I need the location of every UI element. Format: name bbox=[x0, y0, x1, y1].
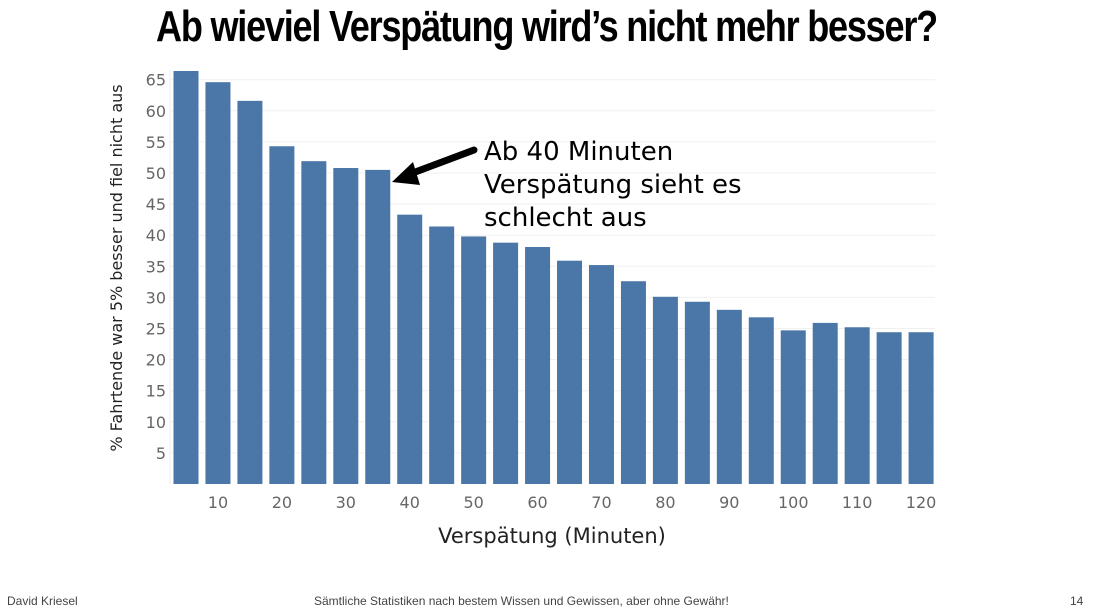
y-tick-label: 35 bbox=[146, 257, 166, 276]
x-tick-label: 20 bbox=[272, 493, 292, 512]
y-tick-label: 45 bbox=[146, 195, 166, 214]
x-tick-label: 60 bbox=[527, 493, 547, 512]
bar bbox=[333, 168, 359, 485]
x-tick-label: 10 bbox=[208, 493, 228, 512]
y-tick-label: 25 bbox=[146, 320, 166, 339]
bar bbox=[684, 301, 710, 484]
bar bbox=[908, 332, 934, 484]
bar bbox=[588, 265, 614, 484]
bar bbox=[620, 281, 646, 484]
y-tick-label: 55 bbox=[146, 133, 166, 152]
y-tick-label: 10 bbox=[146, 413, 166, 432]
bar bbox=[748, 317, 774, 484]
x-tick-label: 70 bbox=[591, 493, 611, 512]
annotation-line: schlecht aus bbox=[484, 203, 647, 233]
bar bbox=[557, 260, 583, 484]
bar bbox=[525, 247, 551, 484]
bar bbox=[429, 226, 455, 484]
annotation-line: Ab 40 Minuten bbox=[484, 137, 674, 167]
bar bbox=[301, 161, 327, 484]
y-tick-label: 30 bbox=[146, 288, 166, 307]
bar bbox=[173, 70, 199, 484]
slide-title: Ab wieviel Verspätung wird’s nicht mehr … bbox=[156, 2, 938, 51]
y-tick-label: 60 bbox=[146, 102, 166, 121]
bar bbox=[652, 296, 678, 484]
y-axis-label: % Fahrtende war 5% besser und fiel nicht… bbox=[107, 84, 126, 451]
y-tick-label: 50 bbox=[146, 164, 166, 183]
x-tick-label: 30 bbox=[336, 493, 356, 512]
x-tick-label: 80 bbox=[655, 493, 675, 512]
bar bbox=[493, 242, 519, 484]
bar bbox=[716, 309, 742, 484]
y-tick-label: 40 bbox=[146, 226, 166, 245]
bar bbox=[365, 169, 391, 484]
annotation-line: Verspätung sieht es bbox=[484, 170, 742, 200]
bar bbox=[812, 322, 838, 484]
x-tick-label: 110 bbox=[842, 493, 873, 512]
bar bbox=[269, 146, 295, 484]
footer-author: David Kriesel bbox=[7, 594, 78, 608]
annotation: Ab 40 Minuten Verspätung sieht es schlec… bbox=[484, 136, 742, 235]
bar bbox=[237, 100, 263, 485]
x-tick-label: 100 bbox=[778, 493, 809, 512]
page-number: 14 bbox=[1070, 594, 1084, 608]
x-tick-label: 50 bbox=[463, 493, 483, 512]
footer-disclaimer: Sämtliche Statistiken nach bestem Wissen… bbox=[314, 594, 729, 608]
x-tick-label: 120 bbox=[906, 493, 937, 512]
y-tick-label: 20 bbox=[146, 351, 166, 370]
annotation-arrow-icon bbox=[392, 146, 478, 185]
bar bbox=[780, 330, 806, 484]
x-tick-label: 90 bbox=[719, 493, 739, 512]
y-tick-label: 65 bbox=[146, 71, 166, 90]
bar bbox=[205, 82, 231, 485]
x-axis-label: Verspätung (Minuten) bbox=[438, 524, 666, 548]
y-tick-label: 15 bbox=[146, 382, 166, 401]
x-tick-label: 40 bbox=[400, 493, 420, 512]
y-tick-label: 5 bbox=[156, 444, 166, 463]
bar bbox=[844, 327, 870, 484]
bar bbox=[461, 236, 487, 484]
bar bbox=[397, 214, 423, 484]
bar bbox=[876, 332, 902, 484]
